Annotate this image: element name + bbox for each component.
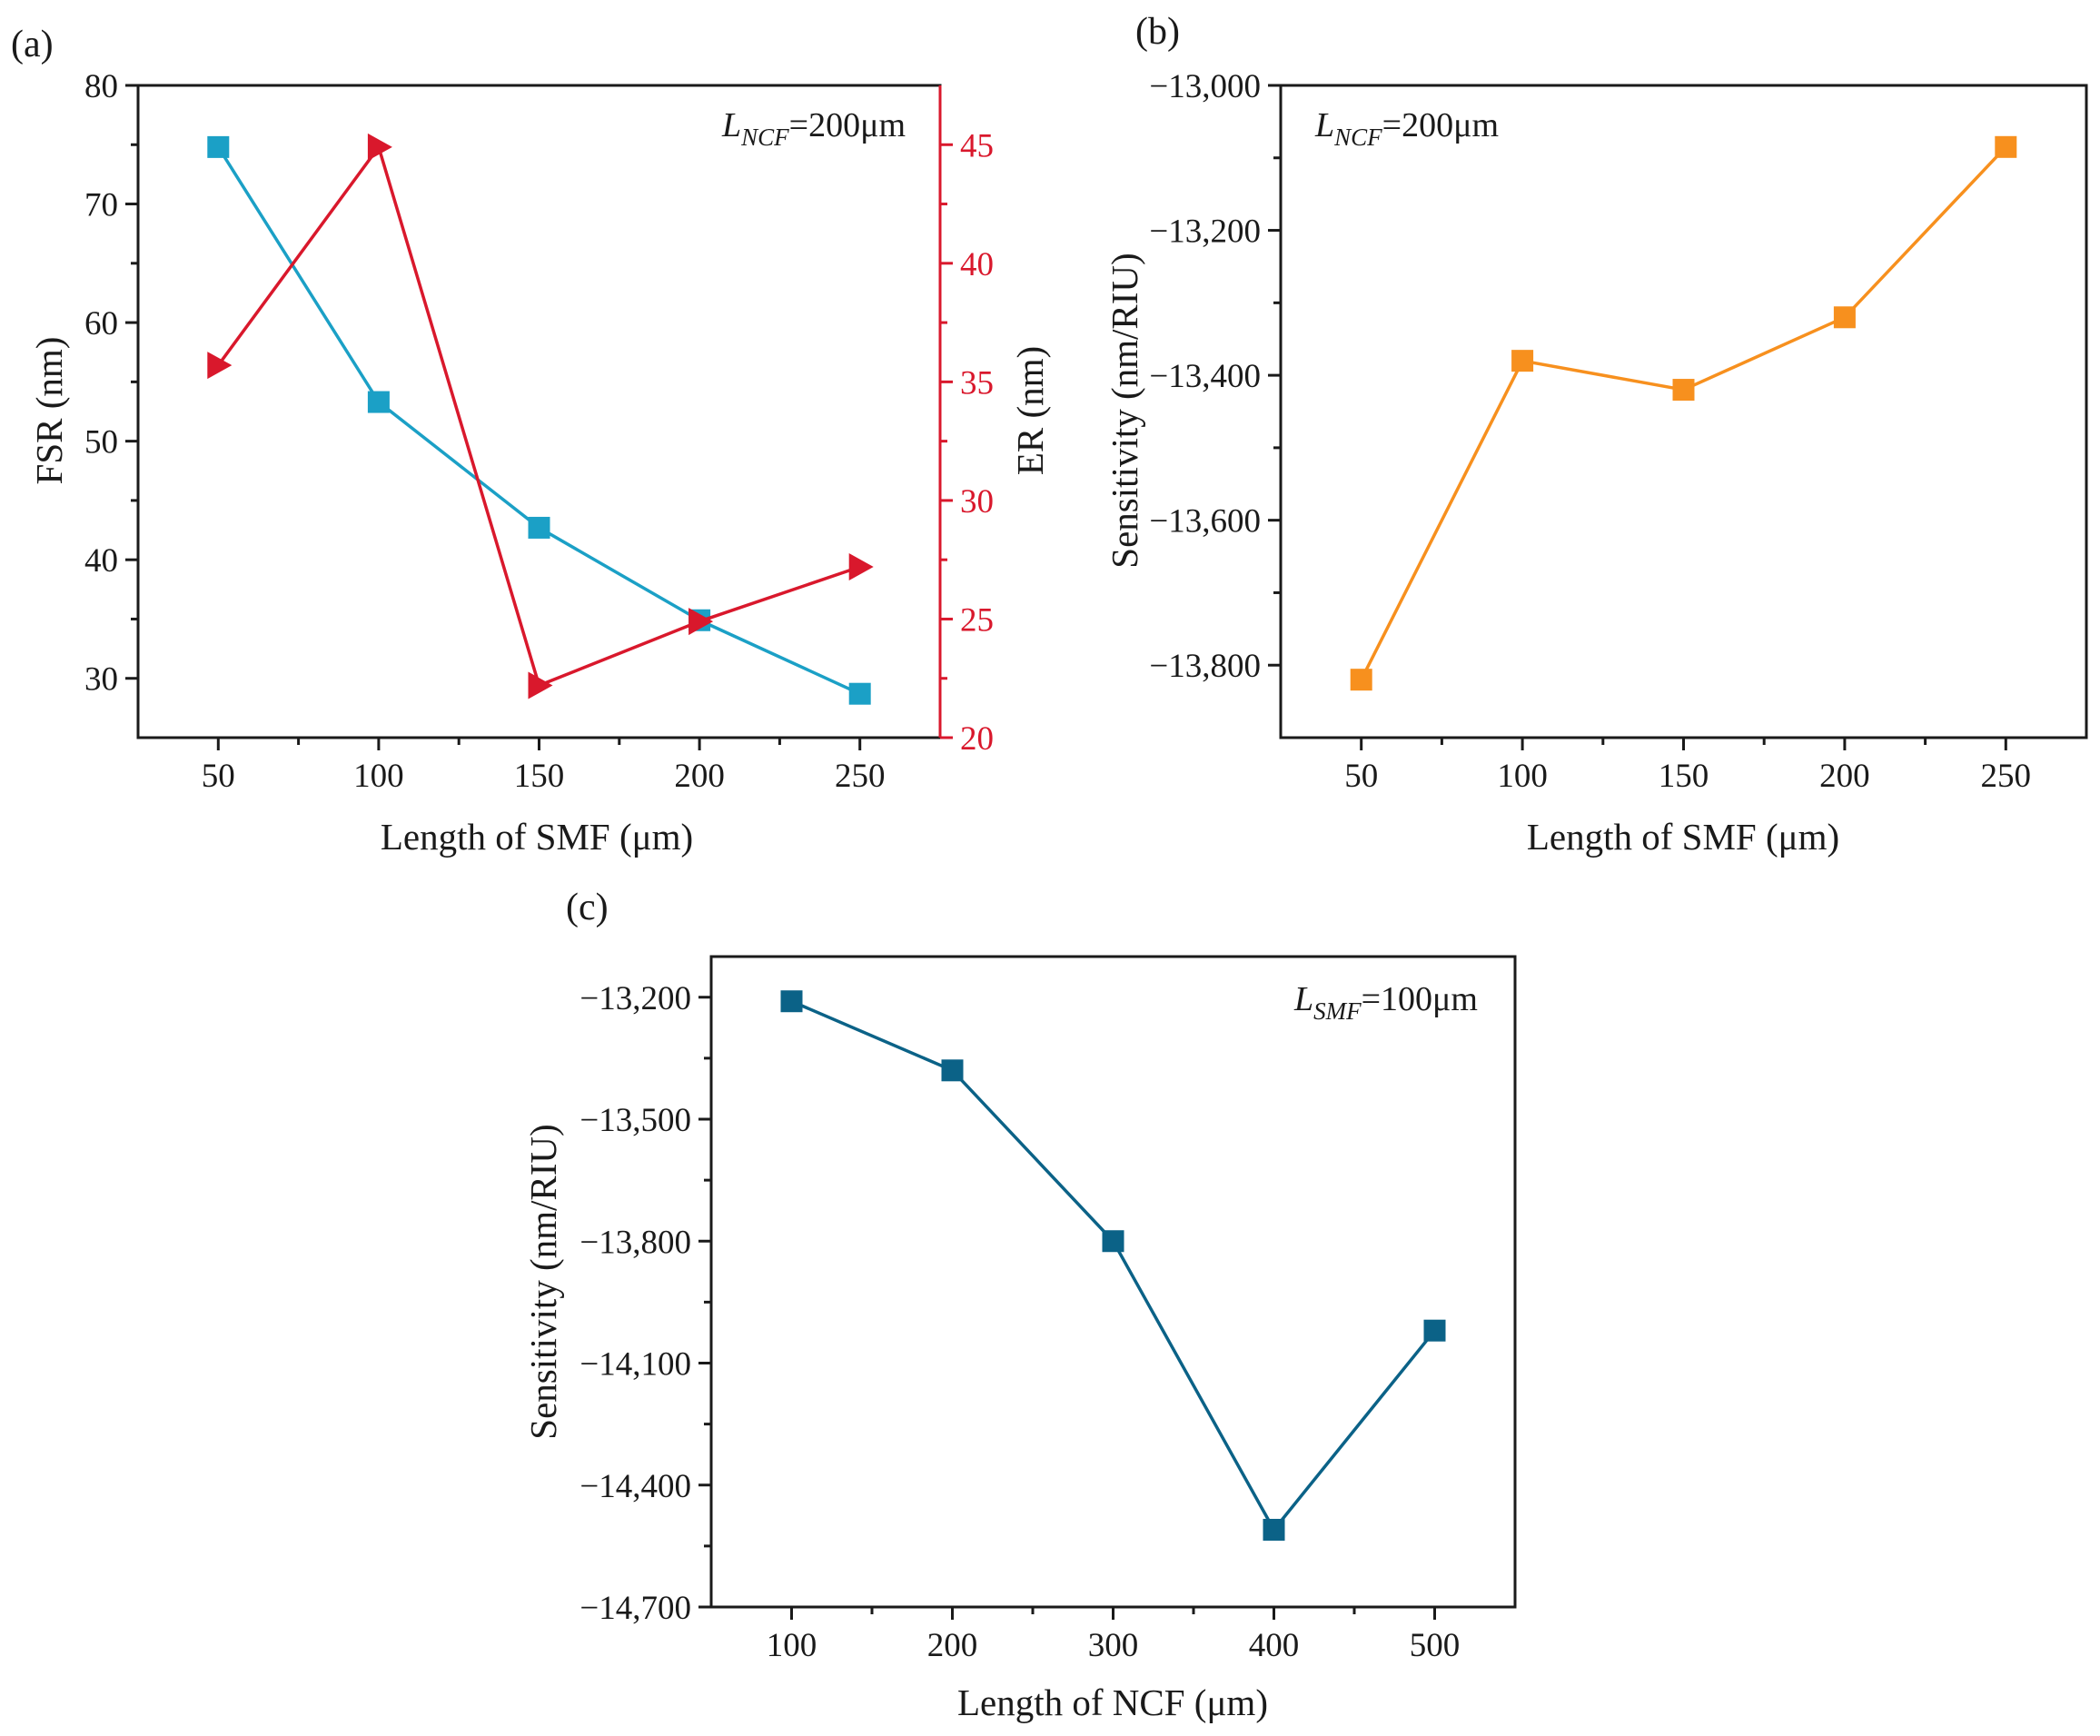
data-point-square [848,682,871,705]
data-point-square [941,1059,964,1082]
x-tick-label: 100 [353,758,404,795]
y2-tick-label: 45 [960,127,994,164]
annotation-prefix: L [1314,106,1334,144]
series-line-1 [216,144,861,688]
data-point-square [367,391,390,413]
x-axis-title: Length of NCF (μm) [957,1681,1268,1723]
y-tick-label: −13,000 [1149,68,1261,105]
annotation-suffix: =100μm [1362,980,1478,1018]
x-tick-label: 250 [835,758,886,795]
panel-label: (c) [566,887,609,928]
x-tick-label: 200 [927,1627,978,1664]
panel-label: (a) [11,24,54,65]
x-axis-title: Length of SMF (μm) [381,816,693,858]
y-tick-label: −13,200 [1149,213,1261,251]
chart-panel-1: (b) 50 100 150 200 250 −13,800 −13,600 −13,400 −1… [1104,11,2088,858]
data-point-triangle [528,671,553,699]
y-axis-title: Sensitivity (nm/RIU) [1104,253,1145,568]
y-tick-label: 30 [84,661,118,699]
data-point-square [1511,350,1534,372]
panel-label: (b) [1135,11,1180,53]
y-tick-label: −13,800 [579,1224,691,1261]
y-tick-label: −14,100 [579,1346,691,1384]
y-tick-label: −14,700 [579,1590,691,1627]
annotation-suffix: =200μm [1382,106,1499,144]
data-point-triangle [688,608,714,636]
x-tick-label: 50 [202,758,235,795]
y2-tick-label: 30 [960,483,994,521]
y2-axis-title: ER (nm) [1009,346,1051,475]
chart-panel-0: (a) 50 100 150 200 250 30 40 50 60 70 80 20 25 30 35 40 4… [11,24,1051,858]
x-tick-label: 150 [514,758,565,795]
annotation-suffix: =200μm [789,106,906,144]
annotation-text: LNCF=200μm [721,106,906,151]
x-tick-label: 200 [674,758,725,795]
annotation-prefix: L [721,106,741,144]
annotation-text: LSMF=100μm [1293,980,1478,1025]
data-point-square [1672,379,1695,402]
y-tick-label: 50 [84,424,118,461]
data-point-square [1423,1319,1446,1342]
x-tick-label: 500 [1410,1627,1461,1664]
data-point-square [780,990,803,1013]
chart-panel-2: (c) 100 200 300 400 500 −14,700 −14,400 −14,100 −… [522,887,1517,1723]
y-tick-label: −13,500 [579,1102,691,1139]
y-tick-label: 60 [84,305,118,342]
x-tick-label: 200 [1819,758,1870,795]
y2-tick-label: 25 [960,601,994,639]
y-tick-label: −13,600 [1149,503,1261,541]
data-point-square [1263,1518,1285,1541]
series-line-0 [216,145,861,696]
x-tick-label: 100 [767,1627,817,1664]
data-point-square [207,135,230,158]
data-point-triangle [367,133,392,161]
x-tick-label: 150 [1659,758,1709,795]
y-tick-label: −13,400 [1149,358,1261,395]
x-tick-label: 50 [1344,758,1378,795]
data-point-triangle [207,352,233,380]
plot-frame [136,84,942,739]
y-tick-label: 70 [84,187,118,224]
annotation-subscript: SMF [1313,997,1362,1025]
data-point-triangle [848,553,874,581]
data-point-square [1102,1230,1124,1253]
annotation-prefix: L [1293,980,1313,1018]
x-tick-label: 250 [1981,758,2032,795]
x-tick-label: 100 [1497,758,1548,795]
y-axis-title: Sensitivity (nm/RIU) [522,1124,564,1439]
series-line-0 [1360,145,2007,680]
y-tick-label: −13,800 [1149,648,1261,685]
data-point-square [1995,135,2017,158]
y2-tick-label: 20 [960,720,994,758]
series-line-0 [790,999,1436,1533]
x-tick-label: 400 [1249,1627,1300,1664]
y-tick-label: 40 [84,542,118,580]
x-axis-title: Length of SMF (μm) [1527,816,1839,858]
plot-frame [709,955,1517,1609]
y-tick-label: −14,400 [579,1468,691,1505]
annotation-text: LNCF=200μm [1314,106,1499,151]
x-tick-label: 300 [1088,1627,1139,1664]
plot-frame [1279,84,2088,739]
annotation-subscript: NCF [740,124,789,151]
data-point-square [1350,669,1372,691]
y-axis-title: FSR (nm) [28,337,70,485]
annotation-subscript: NCF [1333,124,1382,151]
y-tick-label: 80 [84,68,118,105]
y2-tick-label: 40 [960,246,994,283]
data-point-square [1833,306,1856,329]
y2-tick-label: 35 [960,364,994,402]
data-point-square [528,516,550,539]
y-tick-label: −13,200 [579,980,691,1017]
